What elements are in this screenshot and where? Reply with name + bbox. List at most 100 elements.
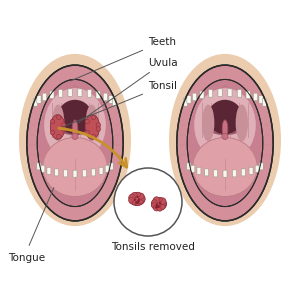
FancyBboxPatch shape — [223, 170, 227, 177]
Circle shape — [85, 119, 89, 124]
FancyBboxPatch shape — [262, 99, 267, 106]
Text: Tonsils removed: Tonsils removed — [111, 242, 195, 252]
FancyBboxPatch shape — [87, 90, 92, 97]
Circle shape — [140, 196, 145, 202]
Circle shape — [156, 205, 158, 207]
Circle shape — [155, 206, 158, 208]
Circle shape — [158, 197, 162, 202]
Circle shape — [50, 119, 55, 124]
FancyBboxPatch shape — [253, 93, 258, 101]
Circle shape — [96, 123, 100, 127]
Ellipse shape — [50, 115, 65, 139]
FancyBboxPatch shape — [249, 167, 253, 174]
FancyBboxPatch shape — [73, 170, 77, 177]
FancyBboxPatch shape — [37, 96, 41, 103]
FancyBboxPatch shape — [105, 165, 109, 172]
Circle shape — [137, 202, 139, 204]
Ellipse shape — [204, 111, 246, 135]
Ellipse shape — [193, 137, 257, 196]
FancyBboxPatch shape — [109, 96, 113, 103]
Ellipse shape — [177, 65, 273, 221]
Circle shape — [157, 205, 160, 208]
FancyBboxPatch shape — [47, 167, 51, 174]
Circle shape — [57, 115, 61, 120]
FancyBboxPatch shape — [200, 91, 204, 99]
FancyBboxPatch shape — [96, 91, 100, 99]
Circle shape — [156, 204, 158, 206]
Circle shape — [129, 194, 135, 201]
Circle shape — [153, 205, 160, 211]
FancyBboxPatch shape — [187, 163, 191, 170]
Circle shape — [138, 193, 144, 199]
FancyBboxPatch shape — [82, 170, 86, 177]
Ellipse shape — [208, 100, 242, 134]
Circle shape — [134, 199, 136, 201]
Circle shape — [91, 115, 96, 120]
Text: Tonsil: Tonsil — [63, 81, 177, 127]
FancyBboxPatch shape — [242, 169, 245, 176]
FancyBboxPatch shape — [42, 93, 47, 101]
FancyBboxPatch shape — [218, 89, 222, 96]
FancyBboxPatch shape — [103, 93, 108, 101]
Ellipse shape — [129, 193, 145, 206]
Ellipse shape — [236, 105, 248, 141]
Ellipse shape — [202, 105, 214, 141]
Circle shape — [57, 134, 61, 139]
FancyBboxPatch shape — [187, 96, 191, 103]
Ellipse shape — [54, 111, 96, 135]
Circle shape — [114, 168, 182, 236]
Circle shape — [139, 200, 143, 204]
Ellipse shape — [37, 80, 113, 206]
FancyBboxPatch shape — [259, 163, 263, 170]
FancyBboxPatch shape — [192, 93, 197, 101]
Circle shape — [160, 204, 165, 209]
Ellipse shape — [169, 54, 281, 226]
Ellipse shape — [44, 88, 106, 162]
FancyBboxPatch shape — [214, 170, 218, 177]
FancyBboxPatch shape — [232, 170, 236, 177]
Ellipse shape — [19, 54, 131, 226]
FancyBboxPatch shape — [112, 99, 117, 106]
FancyBboxPatch shape — [55, 169, 59, 176]
FancyBboxPatch shape — [197, 167, 201, 174]
Circle shape — [222, 133, 228, 140]
Ellipse shape — [152, 197, 166, 211]
Circle shape — [50, 130, 55, 135]
FancyBboxPatch shape — [183, 99, 188, 106]
Text: Teeth: Teeth — [70, 37, 176, 81]
Circle shape — [152, 200, 157, 205]
Circle shape — [61, 127, 66, 131]
Circle shape — [129, 197, 135, 204]
Circle shape — [96, 127, 100, 131]
Circle shape — [159, 198, 166, 204]
FancyBboxPatch shape — [64, 170, 68, 177]
Circle shape — [153, 197, 160, 203]
FancyBboxPatch shape — [41, 165, 45, 172]
FancyBboxPatch shape — [68, 89, 72, 96]
Circle shape — [137, 200, 140, 202]
Circle shape — [132, 201, 137, 205]
Circle shape — [138, 199, 140, 200]
FancyBboxPatch shape — [191, 165, 195, 172]
FancyBboxPatch shape — [246, 91, 250, 99]
FancyBboxPatch shape — [208, 90, 213, 97]
Ellipse shape — [85, 115, 100, 139]
Circle shape — [132, 192, 137, 198]
Ellipse shape — [43, 137, 107, 196]
Text: Uvula: Uvula — [77, 58, 178, 123]
FancyBboxPatch shape — [99, 167, 103, 174]
Ellipse shape — [58, 100, 92, 134]
Circle shape — [136, 196, 138, 198]
Ellipse shape — [27, 65, 123, 221]
FancyBboxPatch shape — [255, 165, 259, 172]
Circle shape — [136, 201, 140, 206]
Circle shape — [161, 202, 166, 206]
Circle shape — [91, 134, 96, 139]
Ellipse shape — [52, 105, 64, 141]
Circle shape — [152, 202, 157, 208]
FancyBboxPatch shape — [228, 89, 232, 96]
Ellipse shape — [72, 120, 78, 138]
FancyBboxPatch shape — [237, 90, 242, 97]
FancyBboxPatch shape — [92, 169, 95, 176]
FancyBboxPatch shape — [259, 96, 263, 103]
